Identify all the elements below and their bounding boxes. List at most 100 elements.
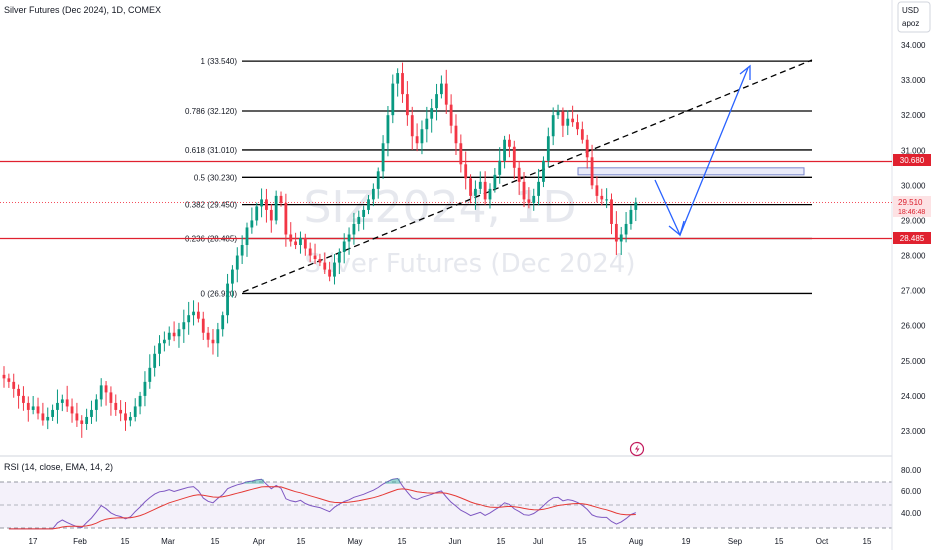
time-tick-label: 15 [297,537,306,546]
candle-body [197,311,200,319]
candle-body [75,413,79,421]
candle-body [410,115,414,137]
candle-body [517,167,521,182]
candle-body [367,199,370,210]
candle-body [216,329,220,344]
fib-level-label: 0.786 (32.120) [185,107,237,116]
time-tick-label: 15 [578,537,587,546]
candle-body [498,160,502,175]
candle-body [119,409,123,414]
mode-label: apoz [902,19,919,28]
candle-body [279,195,283,203]
candle-body [17,388,20,396]
candles [2,62,638,438]
candle-body [493,174,497,189]
candle-body [464,164,468,179]
candle-body [605,199,609,201]
candle-body [245,227,249,246]
time-tick-label: Feb [73,537,87,546]
time-tick-label: 15 [121,537,130,546]
candle-body [308,248,312,256]
time-tick-label: 15 [863,537,872,546]
candle-body [396,73,400,84]
price-badge-current: 29.510 18:46:48 [893,196,931,217]
time-axis[interactable]: 17 Feb 15 Mar 15 Apr 15 May 15 Jun 15 Jul 15 Aug 19 Sep… [29,537,872,546]
candle-body [362,209,366,217]
candle-body [415,136,419,144]
price-tick-label: 30.000 [901,181,926,190]
candle-body [576,122,579,130]
time-tick-label: Jul [533,537,543,546]
candle-body [342,241,346,253]
time-tick-label: 17 [29,537,38,546]
price-tick-label: 25.000 [901,357,926,366]
currency-box[interactable] [897,1,931,33]
candle-body [459,143,463,165]
time-tick-label: Apr [253,537,266,546]
candle-body [289,234,293,242]
candle-body [109,392,113,403]
candle-body [483,181,487,200]
candle-body [158,343,161,354]
candle-body [235,255,239,270]
price-tick-label: 26.000 [901,322,926,331]
candle-body [634,202,638,210]
candle-body [51,409,54,417]
candle-body [444,83,448,105]
candle-body [7,378,11,382]
price-tick-label: 28.000 [901,252,926,261]
candle-body [323,262,327,270]
candle-body [167,332,171,340]
time-tick-label: Mar [161,537,175,546]
candle-body [211,339,215,344]
candle-body [104,385,108,393]
candle-body [26,402,30,410]
time-tick-label: 15 [497,537,506,546]
price-tick-label: 24.000 [901,392,926,401]
fib-level-label: 0.5 (30.230) [194,173,237,182]
price-tick-label: 34.000 [901,41,926,50]
candle-body [542,160,545,182]
candle-body [454,125,458,144]
candle-body [469,178,472,196]
candle-body [226,283,229,316]
price-badge-lower: 28.485 [893,232,931,244]
candle-body [172,332,176,337]
lightning-icon[interactable] [629,441,645,457]
candle-body [294,241,297,246]
candle-body [284,202,288,235]
candle-body [124,413,127,421]
candle-body [114,402,118,410]
candle-body [580,129,584,140]
price-tick-label: 33.000 [901,76,926,85]
rsi-axis: 80.00 60.00 40.00 [901,466,922,518]
candle-body [41,413,45,421]
price-tick-label: 23.000 [901,427,926,436]
arrow-down-head [668,220,685,237]
svg-text:29.510: 29.510 [898,198,923,207]
candle-body [357,216,361,224]
candle-body [386,115,390,144]
svg-text:18:46:48: 18:46:48 [898,209,925,216]
candle-body [80,420,84,424]
arrow-up-head [739,64,751,80]
candle-body [401,73,404,95]
fib-level-label: 0.382 (29.450) [185,201,237,210]
candle-body [512,146,516,168]
candle-body [337,252,341,263]
candle-body [12,381,16,389]
candle-body [474,188,477,196]
candle-body [585,139,589,158]
rsi-ema-line [8,486,636,530]
candle-body [537,181,540,196]
candle-body [371,188,375,200]
candle-body [99,385,103,400]
candle-body [624,223,628,235]
candle-body [65,399,69,407]
candle-body [619,234,623,242]
candle-body [162,339,166,344]
candle-body [318,259,322,263]
price-axis[interactable]: 34.000 33.000 32.000 31.000 30.000 29.000 28.0… [901,41,926,436]
